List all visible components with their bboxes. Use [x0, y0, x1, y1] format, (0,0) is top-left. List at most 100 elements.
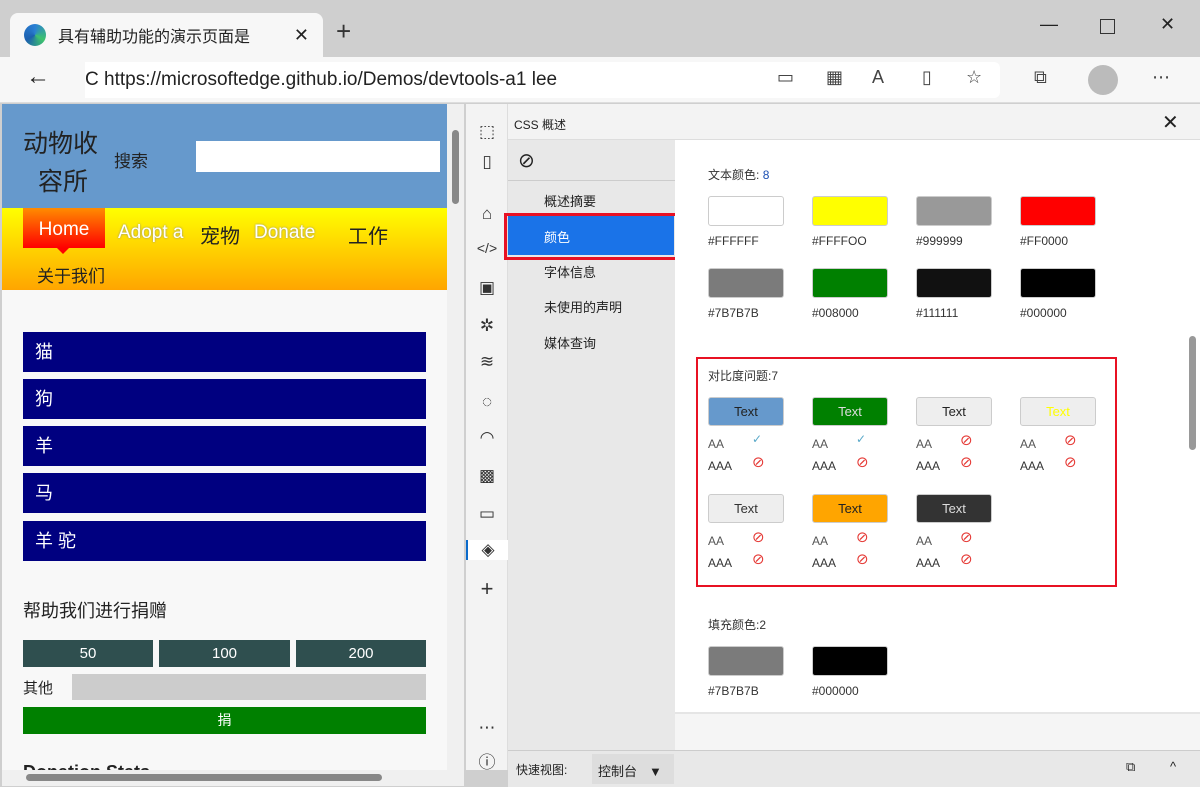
inspect-icon[interactable]: ⬚: [478, 122, 496, 141]
aa-label: AA: [708, 437, 725, 451]
color-swatch[interactable]: [708, 268, 784, 298]
amount-50-button[interactable]: 50: [23, 640, 153, 667]
profile-avatar[interactable]: [1088, 65, 1118, 95]
amount-100-button[interactable]: 100: [159, 640, 290, 667]
help-icon[interactable]: ⓘ: [478, 753, 496, 772]
css-overview-icon[interactable]: ◈: [466, 540, 508, 560]
nav-pets[interactable]: 宠物: [200, 226, 240, 248]
favorites-icon[interactable]: ☆: [966, 67, 983, 87]
browser-window-icon[interactable]: ▭: [478, 504, 496, 523]
contrast-sample[interactable]: Text: [916, 397, 992, 426]
animal-link-sheep[interactable]: 羊: [23, 426, 426, 466]
nav-donate[interactable]: Donate: [254, 222, 316, 243]
reader-icon[interactable]: ▯: [922, 67, 932, 87]
aaa-label: AAA: [1020, 459, 1045, 473]
fail-icon: ⊘: [1064, 454, 1077, 471]
color-swatch[interactable]: [812, 196, 888, 226]
sidebar-item-overview[interactable]: 概述摘要: [544, 194, 597, 209]
animal-link-cat[interactable]: 猫: [23, 332, 426, 372]
back-icon[interactable]: ←: [26, 63, 50, 90]
more-icon[interactable]: ⋯: [1152, 67, 1170, 87]
close-panel-icon[interactable]: ✕: [1162, 112, 1179, 134]
page-vertical-scrollbar[interactable]: [447, 104, 464, 770]
other-amount-input[interactable]: [72, 674, 426, 700]
more-options-icon[interactable]: ⋯: [478, 718, 496, 737]
color-swatch[interactable]: [916, 268, 992, 298]
clear-icon[interactable]: ⊘: [518, 150, 535, 172]
url-field[interactable]: C https://microsoftedge.github.io/Demos/…: [85, 62, 1000, 98]
check-icon: ✓: [856, 432, 867, 446]
color-swatch[interactable]: [1020, 268, 1096, 298]
contrast-issues-box: 对比度问题:7 Text AA ✓ AAA ⊘ Text AA ✓ AAA ⊘ Te…: [696, 357, 1117, 587]
page-horizontal-scrollbar[interactable]: [2, 770, 464, 786]
animal-link-dog[interactable]: 狗: [23, 379, 426, 419]
elements-icon[interactable]: </>: [476, 240, 498, 256]
color-swatch[interactable]: [916, 196, 992, 226]
close-tab-icon[interactable]: ✕: [293, 24, 309, 45]
web-page: 动物收 容所 搜索 Home Adopt a 宠物 Donate 工作 关于我们…: [2, 104, 447, 770]
contrast-sample[interactable]: Text: [812, 397, 888, 426]
memory-gauge-icon[interactable]: ◠: [479, 428, 495, 447]
nav-jobs[interactable]: 工作: [348, 226, 388, 248]
color-label: #008000: [812, 306, 859, 320]
fill-swatch[interactable]: [708, 646, 784, 676]
color-label: #111111: [916, 306, 959, 320]
contrast-sample[interactable]: Text: [916, 494, 992, 523]
site-title-2: 容所: [38, 168, 89, 196]
color-label: #000000: [1020, 306, 1067, 320]
expand-drawer-icon[interactable]: ^: [1170, 759, 1177, 774]
quick-view-select[interactable]: 控制台 ▼: [592, 754, 674, 784]
welcome-home-icon[interactable]: ⌂: [481, 204, 493, 223]
device-emulation-icon[interactable]: ▯: [482, 152, 492, 171]
content-scroll-thumb[interactable]: [1189, 336, 1196, 450]
nav-about[interactable]: 关于我们: [37, 267, 105, 286]
nav-home[interactable]: Home: [23, 208, 105, 248]
hscroll-thumb[interactable]: [26, 774, 382, 781]
network-wifi-icon[interactable]: ≋: [479, 352, 495, 371]
contrast-sample[interactable]: Text: [812, 494, 888, 523]
color-swatch[interactable]: [812, 268, 888, 298]
application-chip-icon[interactable]: ▩: [478, 466, 496, 485]
performance-bulb-icon[interactable]: ◌: [481, 392, 493, 411]
amount-200-button[interactable]: 200: [296, 640, 426, 667]
sidebar-item-fonts[interactable]: 字体信息: [544, 265, 597, 280]
donate-heading: 帮助我们进行捐赠: [23, 601, 167, 621]
fill-swatch[interactable]: [812, 646, 888, 676]
device-icon[interactable]: ▭: [777, 67, 795, 87]
contrast-count: 7: [771, 369, 779, 383]
more-tools-plus-icon[interactable]: +: [480, 576, 494, 601]
edge-logo-icon: [24, 24, 46, 46]
maximize-icon[interactable]: [1100, 19, 1115, 34]
minimize-icon[interactable]: —: [1040, 14, 1058, 34]
contrast-sample[interactable]: Text: [1020, 397, 1096, 426]
sidebar-item-colors[interactable]: 颜色: [508, 216, 674, 255]
browser-tab[interactable]: 具有辅助功能的演示页面是 ✕: [10, 13, 323, 57]
color-swatch[interactable]: [708, 196, 784, 226]
contrast-sample[interactable]: Text: [708, 494, 784, 523]
donate-button[interactable]: 捐: [23, 707, 426, 734]
site-title: 动物收: [23, 130, 99, 158]
fail-icon: ⊘: [752, 529, 765, 546]
dock-icon[interactable]: ⧉: [1126, 759, 1136, 774]
search-input[interactable]: [196, 141, 440, 172]
contrast-sample[interactable]: Text: [708, 397, 784, 426]
scroll-thumb[interactable]: [452, 130, 459, 204]
color-swatch[interactable]: [1020, 196, 1096, 226]
close-window-icon[interactable]: ✕: [1160, 14, 1176, 34]
nav-adopt[interactable]: Adopt a: [118, 222, 184, 243]
sidebar-item-unused[interactable]: 未使用的声明: [544, 300, 623, 315]
console-icon[interactable]: ▣: [478, 278, 496, 297]
apps-icon[interactable]: ▦: [826, 67, 844, 87]
animal-link-horse[interactable]: 马: [23, 473, 426, 513]
content-scrollbar[interactable]: [1185, 140, 1200, 712]
url-text: C https://microsoftedge.github.io/Demos/…: [85, 62, 558, 98]
sources-bug-icon[interactable]: ✲: [479, 316, 495, 335]
sidebar-item-media[interactable]: 媒体查询: [544, 336, 597, 351]
animal-link-alpaca[interactable]: 羊 驼: [23, 521, 426, 561]
colors-content: 文本颜色: 8 #FFFFFF #FFFFOO #999999 #FF0000 #7B7…: [675, 140, 1185, 712]
collections-icon[interactable]: ⧉: [1034, 67, 1047, 87]
aaa-label: AAA: [812, 556, 837, 570]
new-tab-icon[interactable]: +: [336, 16, 352, 46]
aaa-label: AAA: [916, 556, 941, 570]
read-aloud-icon[interactable]: A: [872, 67, 885, 87]
